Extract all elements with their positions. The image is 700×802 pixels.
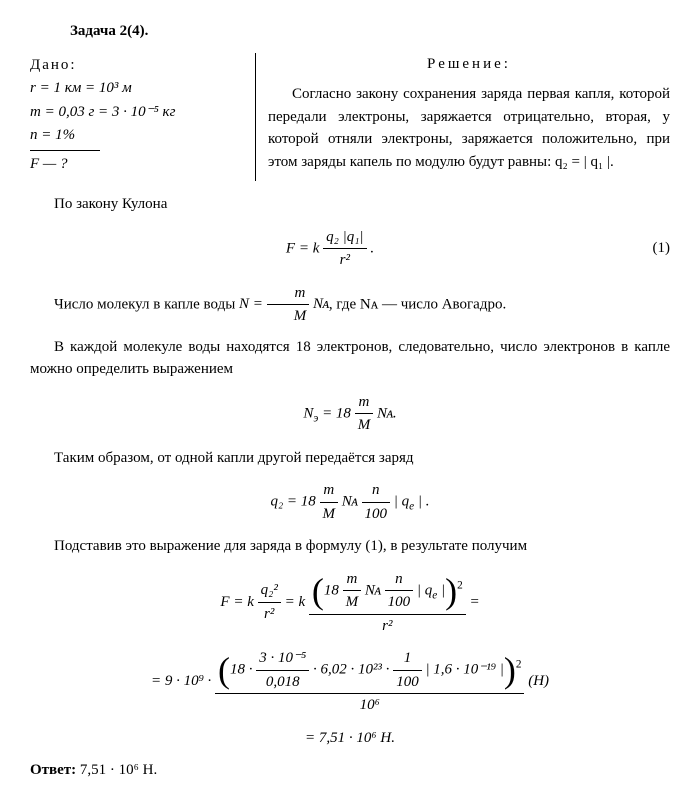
- top-section: Дано: r = 1 км = 10³ м m = 0,03 г = 3 · …: [30, 53, 670, 182]
- text: 1: [393, 647, 422, 671]
- answer-label: Ответ:: [30, 762, 76, 778]
- paragraph: По закону Кулона: [30, 193, 670, 216]
- text: (Н): [528, 673, 549, 689]
- equation-result: = 7,51 · 10⁶ Н.: [30, 727, 670, 750]
- paragraph: Таким образом, от одной капли другой пер…: [30, 447, 670, 470]
- text: | 1,6 · 10⁻¹⁹ |: [422, 661, 504, 677]
- solution-intro: Согласно закону сохранения заряда первая…: [268, 83, 670, 173]
- equation-1: F = k q₂ |q₁|r² . (1): [30, 226, 670, 272]
- given-line: r = 1 км = 10³ м: [30, 77, 245, 100]
- answer: Ответ: 7,51 · 10⁶ Н.: [30, 759, 670, 782]
- paragraph: Число молекул в капле воды N = mM Nᴀ, гд…: [30, 282, 670, 328]
- equation-final-numeric: = 9 · 10⁹ · (18 · 3 · 10⁻⁵0,018 · 6,02 ·…: [30, 647, 670, 717]
- text: 100: [393, 671, 422, 694]
- text: = 9 · 10⁹ ·: [151, 673, 211, 689]
- paragraph: Подставив это выражение для заряда в фор…: [30, 535, 670, 558]
- text: , где Nᴀ — число Авогадро.: [329, 296, 506, 312]
- answer-value: 7,51 · 10⁶ Н.: [76, 762, 157, 778]
- equation: Nэ = 18 mM Nᴀ.: [30, 391, 670, 437]
- text: 10⁶: [215, 694, 524, 717]
- given-line: m = 0,03 г = 3 · 10⁻⁵ кг: [30, 101, 245, 124]
- solution-block: Решение: Согласно закону сохранения заря…: [256, 53, 670, 182]
- text: Число молекул в капле воды: [54, 296, 239, 312]
- text: 0,018: [256, 671, 309, 694]
- text: · 6,02 · 10²³ ·: [309, 661, 393, 677]
- equation: q₂ = 18 mM Nᴀ n100 | qe | .: [30, 479, 670, 525]
- paragraph: В каждой молекуле воды находятся 18 элек…: [30, 336, 670, 381]
- text: 18 ·: [230, 661, 256, 677]
- equation-number: (1): [630, 237, 670, 260]
- solution-title: Решение:: [268, 53, 670, 76]
- problem-title: Задача 2(4).: [70, 20, 670, 43]
- given-unknown: F — ?: [30, 150, 100, 176]
- text: 3 · 10⁻⁵: [256, 647, 309, 671]
- given-block: Дано: r = 1 км = 10³ м m = 0,03 г = 3 · …: [30, 53, 256, 182]
- given-label: Дано:: [30, 54, 245, 77]
- equation-final: F = k q₂²r² = k (18 mM Nᴀ n100 | qe |)2 …: [30, 568, 670, 638]
- given-line: n = 1%: [30, 124, 245, 147]
